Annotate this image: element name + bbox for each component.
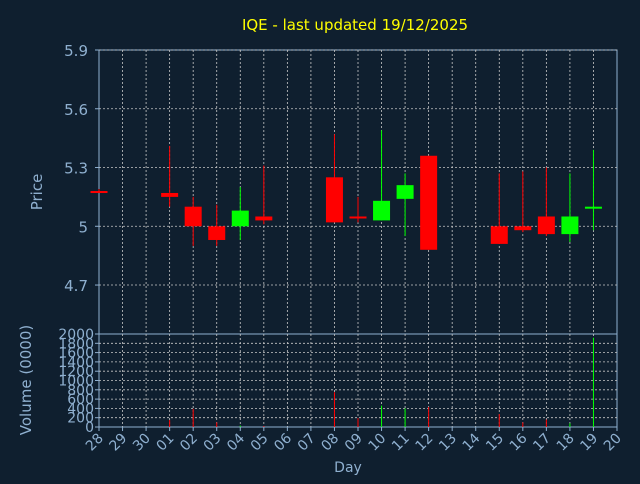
day-tick-label: 10 xyxy=(365,431,389,455)
volume-bars-layer xyxy=(169,337,594,427)
day-tick-label: 14 xyxy=(460,430,484,454)
candle-body xyxy=(490,226,508,244)
volume-axis-label: Volume (0000) xyxy=(17,325,35,435)
day-tick-label: 04 xyxy=(224,430,248,454)
candle-body xyxy=(90,191,108,194)
volume-tick-label: 2000 xyxy=(58,327,94,343)
candle-body xyxy=(584,206,602,209)
day-tick-label: 08 xyxy=(318,431,342,455)
price-tick-label: 5 xyxy=(78,218,88,236)
day-tick-label: 13 xyxy=(436,431,460,455)
price-axis-label: Price xyxy=(28,174,46,211)
candle-body xyxy=(231,210,249,227)
candle-body xyxy=(537,216,555,235)
day-tick-label: 15 xyxy=(483,431,507,455)
price-tick-label: 5.3 xyxy=(64,160,88,178)
grid-lines xyxy=(99,49,617,427)
volume-tick-label: 800 xyxy=(67,383,94,399)
volume-tick-label: 0 xyxy=(85,420,94,436)
candle-body xyxy=(255,216,273,221)
volume-tick-label: 200 xyxy=(67,411,94,427)
day-tick-label: 12 xyxy=(413,431,437,455)
candle-body xyxy=(373,200,391,221)
volume-tick-label: 1200 xyxy=(58,364,94,380)
volume-tick-label: 1000 xyxy=(58,374,94,390)
day-tick-label: 30 xyxy=(130,431,154,455)
volume-tick-label: 1400 xyxy=(58,355,94,371)
candle-body xyxy=(349,216,367,219)
day-tick-label: 19 xyxy=(577,431,601,455)
candle-body xyxy=(396,185,414,199)
chart-title: IQE - last updated 19/12/2025 xyxy=(242,16,468,34)
candle-body xyxy=(420,155,438,250)
day-tick-label: 02 xyxy=(177,431,201,455)
volume-tick-label: 400 xyxy=(67,401,94,417)
day-tick-label: 07 xyxy=(295,431,319,455)
price-tick-label: 5.6 xyxy=(64,101,88,119)
day-tick-label: 18 xyxy=(554,431,578,455)
candles-layer xyxy=(90,130,602,250)
candle-body xyxy=(514,226,532,231)
day-tick-label: 17 xyxy=(530,431,554,455)
candle-body xyxy=(184,206,202,227)
day-tick-label: 20 xyxy=(601,431,625,455)
price-tick-label: 4.7 xyxy=(64,277,88,295)
candle-body xyxy=(325,177,343,223)
day-tick-label: 03 xyxy=(201,431,225,455)
candle-body xyxy=(561,216,579,235)
day-tick-label: 05 xyxy=(248,431,272,455)
day-tick-label: 16 xyxy=(507,430,531,454)
x-axis-label: Day xyxy=(334,460,362,476)
candle-body xyxy=(208,226,226,240)
day-axis: 28 29 30 01 02 03 04 05 06 07 08 09 10 11 12 13 14 15 16 17… xyxy=(83,427,625,454)
price-axis: 4.7 5 5.3 5.6 5.9 xyxy=(64,42,99,295)
day-tick-label: 09 xyxy=(342,431,366,455)
day-tick-label: 01 xyxy=(154,431,178,455)
day-tick-label: 06 xyxy=(271,430,295,454)
volume-tick-label: 600 xyxy=(67,392,94,408)
day-tick-label: 11 xyxy=(389,431,413,455)
volume-tick-label: 1800 xyxy=(58,336,94,352)
volume-tick-label: 1600 xyxy=(58,346,94,362)
candle-body xyxy=(161,192,179,197)
day-tick-label: 29 xyxy=(106,431,130,455)
price-tick-label: 5.9 xyxy=(64,42,88,60)
